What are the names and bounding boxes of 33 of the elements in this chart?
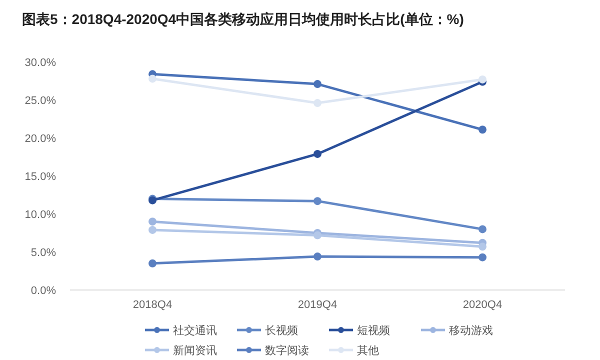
title: 图表5：2018Q4-2020Q4中国各类移动应用日均使用时长占比(单位：%)	[22, 11, 464, 27]
y-tick-label: 30.0%	[24, 57, 56, 69]
x-tick-label: 2019Q4	[298, 299, 338, 311]
point	[478, 253, 486, 262]
point	[314, 231, 322, 240]
point	[314, 80, 322, 88]
y-tick-label: 15.0%	[24, 171, 56, 183]
legend-label: 短视频	[357, 324, 390, 337]
point	[478, 75, 486, 84]
legend-label: 其他	[357, 344, 379, 357]
x-tick-label: 2018Q4	[132, 299, 172, 311]
legend-label: 数字阅读	[265, 344, 309, 357]
point	[148, 74, 156, 83]
point	[148, 226, 156, 234]
point	[314, 150, 322, 158]
point	[478, 225, 486, 234]
point	[478, 126, 486, 134]
point	[314, 99, 322, 108]
point	[314, 252, 322, 261]
legend-label: 新闻资讯	[173, 344, 217, 357]
legend-label: 移动游戏	[449, 324, 493, 337]
point	[314, 197, 322, 206]
y-tick-label: 10.0%	[24, 209, 56, 221]
point	[148, 259, 156, 268]
legend-label: 社交通讯	[173, 324, 217, 337]
point	[478, 242, 486, 251]
legend-label: 长视频	[265, 324, 298, 337]
y-tick-label: 5.0%	[30, 247, 56, 259]
point	[148, 218, 156, 226]
y-tick-label: 20.0%	[24, 133, 56, 145]
y-tick-label: 0.0%	[30, 285, 56, 297]
y-tick-label: 25.0%	[24, 95, 56, 107]
x-tick-label: 2020Q4	[462, 299, 502, 311]
